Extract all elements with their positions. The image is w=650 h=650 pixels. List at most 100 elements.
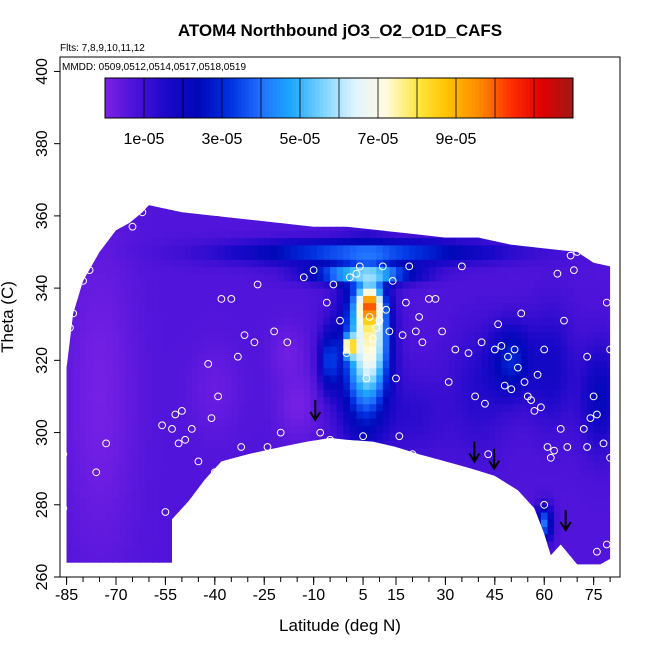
heatmap-cell bbox=[270, 475, 279, 484]
heatmap-cell bbox=[185, 360, 193, 369]
sample-point bbox=[589, 392, 598, 401]
heatmap-cell bbox=[277, 205, 285, 210]
heatmap-cell bbox=[73, 425, 81, 434]
heatmap-cell bbox=[290, 331, 298, 340]
heatmap-cell bbox=[178, 497, 186, 506]
heatmap-cell bbox=[178, 302, 186, 311]
heatmap-cell bbox=[349, 490, 358, 499]
colorbar-swatch bbox=[569, 78, 574, 118]
heatmap-cell bbox=[145, 533, 153, 542]
heatmap-cell bbox=[119, 205, 127, 210]
heatmap-cell bbox=[363, 447, 371, 455]
heatmap-cell bbox=[534, 389, 542, 398]
heatmap-cell bbox=[455, 418, 463, 426]
heatmap-cell bbox=[382, 403, 391, 412]
heatmap-cell bbox=[158, 288, 167, 296]
heatmap-cell bbox=[501, 374, 509, 383]
heatmap-cell bbox=[448, 454, 456, 463]
heatmap-cell bbox=[481, 497, 489, 506]
heatmap-cell bbox=[594, 570, 601, 578]
heatmap-cell bbox=[310, 360, 318, 369]
heatmap-cell bbox=[165, 410, 173, 419]
heatmap-cell bbox=[422, 374, 430, 383]
heatmap-cell bbox=[204, 309, 213, 318]
heatmap-cell bbox=[429, 570, 436, 578]
heatmap-cell bbox=[92, 497, 101, 506]
heatmap-cell bbox=[251, 519, 259, 528]
heatmap-cell bbox=[125, 252, 134, 260]
heatmap-cell bbox=[66, 266, 74, 275]
heatmap-cell bbox=[303, 519, 311, 528]
heatmap-cell bbox=[316, 295, 325, 304]
heatmap-cell bbox=[363, 302, 371, 311]
heatmap-cell bbox=[349, 483, 358, 491]
heatmap-cell bbox=[560, 389, 568, 398]
heatmap-cell bbox=[356, 447, 364, 455]
heatmap-cell bbox=[159, 570, 166, 578]
heatmap-cell bbox=[580, 418, 588, 426]
heatmap-cell bbox=[415, 497, 423, 506]
heatmap-cell bbox=[66, 338, 68, 347]
heatmap-cell bbox=[501, 367, 509, 376]
heatmap-cell bbox=[349, 280, 358, 289]
heatmap-cell bbox=[382, 309, 391, 318]
heatmap-cell bbox=[343, 374, 351, 383]
heatmap-cell bbox=[494, 410, 503, 419]
heatmap-cell bbox=[139, 533, 147, 542]
sample-point bbox=[527, 396, 535, 405]
sample-point bbox=[543, 443, 552, 451]
heatmap-cell bbox=[508, 454, 516, 463]
heatmap-cell bbox=[211, 324, 219, 333]
heatmap-cell bbox=[600, 548, 608, 556]
heatmap-cell bbox=[468, 475, 476, 484]
heatmap-cell bbox=[218, 483, 226, 491]
heatmap-cell bbox=[547, 490, 555, 499]
heatmap-cell bbox=[191, 360, 199, 369]
heatmap-cell bbox=[284, 244, 292, 253]
heatmap-cell bbox=[508, 244, 516, 253]
heatmap-cell bbox=[158, 244, 167, 253]
heatmap-cell bbox=[422, 266, 430, 275]
heatmap-cell bbox=[284, 461, 292, 470]
heatmap-cell bbox=[573, 324, 582, 333]
heatmap-cell bbox=[251, 504, 259, 513]
heatmap-cell bbox=[455, 208, 463, 217]
heatmap-cell bbox=[86, 360, 94, 369]
heatmap-cell bbox=[139, 439, 147, 448]
heatmap-cell bbox=[106, 432, 114, 441]
heatmap-cell bbox=[409, 497, 417, 506]
heatmap-cell bbox=[66, 555, 68, 564]
heatmap-cell bbox=[290, 483, 298, 491]
heatmap-cell bbox=[606, 259, 611, 268]
heatmap-cell bbox=[547, 475, 555, 484]
heatmap-cell bbox=[264, 483, 272, 491]
heatmap-cell bbox=[178, 432, 186, 441]
heatmap-cell bbox=[66, 252, 68, 260]
colorbar-tick-label: 7e-05 bbox=[358, 131, 399, 148]
heatmap-cell bbox=[547, 504, 555, 513]
heatmap-cell bbox=[323, 540, 331, 549]
heatmap-cell bbox=[422, 475, 430, 484]
sample-point bbox=[276, 428, 285, 437]
heatmap-cell bbox=[409, 562, 417, 565]
heatmap-cell bbox=[376, 230, 384, 239]
heatmap-cell bbox=[86, 295, 94, 304]
heatmap-cell bbox=[527, 367, 535, 376]
heatmap-cell bbox=[244, 447, 252, 455]
heatmap-cell bbox=[330, 273, 338, 282]
heatmap-cell bbox=[145, 382, 153, 390]
heatmap-cell bbox=[145, 324, 153, 333]
heatmap-cell bbox=[356, 540, 364, 549]
heatmap-cell bbox=[211, 432, 219, 441]
heatmap-cell bbox=[106, 570, 113, 578]
heatmap-cell bbox=[264, 555, 272, 564]
heatmap-cell bbox=[580, 205, 588, 210]
heatmap-cell bbox=[488, 273, 496, 282]
heatmap-cell bbox=[461, 345, 470, 354]
heatmap-cell bbox=[139, 396, 147, 405]
heatmap-cell bbox=[277, 497, 285, 506]
heatmap-cell bbox=[475, 288, 483, 296]
heatmap-cell bbox=[461, 205, 470, 210]
heatmap-cell bbox=[125, 533, 134, 542]
heatmap-cell bbox=[455, 533, 463, 542]
